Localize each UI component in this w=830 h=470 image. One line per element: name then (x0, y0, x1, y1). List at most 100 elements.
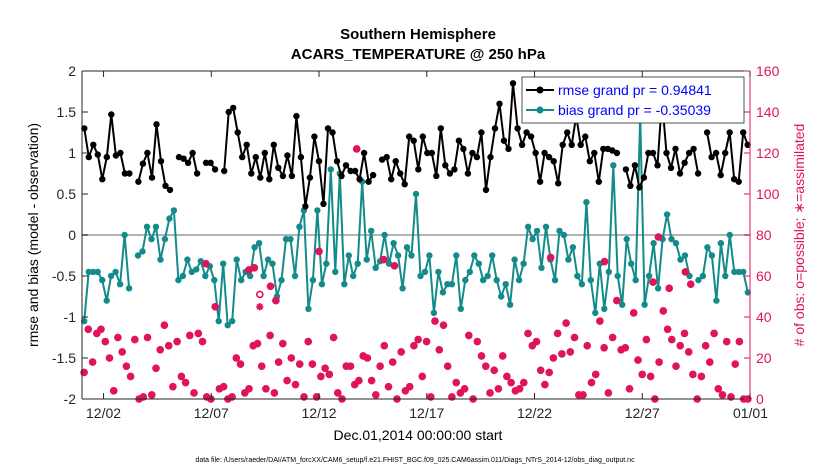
rmse-point (740, 129, 747, 136)
obs-assimilated-marker (702, 342, 710, 350)
bias-point (381, 231, 388, 239)
bias-point (412, 190, 420, 198)
obs-assimilated-marker (731, 360, 739, 368)
obs-assimilated-stroke (114, 334, 122, 341)
rmse-point (288, 172, 296, 180)
obs-assimilated-marker (664, 325, 672, 333)
obs-assimilated-stroke (296, 360, 303, 368)
bias-point (542, 223, 550, 230)
bias-point (583, 199, 590, 206)
x-tick-label: 12/22 (517, 405, 552, 421)
obs-assimilated-marker (380, 342, 388, 350)
rmse-point (442, 162, 449, 169)
obs-assimilated-marker (346, 362, 355, 370)
obs-assimilated-stroke (178, 373, 185, 380)
rmse-point (514, 125, 521, 132)
rmse-point (694, 170, 702, 177)
rmse-point (275, 164, 282, 171)
bias-point (565, 256, 572, 263)
rmse-point (424, 149, 431, 157)
bias-point (148, 235, 155, 243)
rmse-point (234, 129, 241, 136)
obs-assimilated-marker (131, 335, 139, 344)
obs-assimilated-stroke (233, 354, 240, 362)
obs-assimilated-marker (245, 266, 253, 274)
rmse-point (703, 129, 711, 136)
rmse-point (279, 172, 287, 180)
obs-assimilated-stroke (613, 297, 621, 304)
rmse-point (207, 159, 214, 166)
obs-assimilated-stroke (199, 338, 206, 345)
y2-tick-label: 160 (756, 63, 780, 79)
obs-assimilated-stroke (622, 344, 629, 351)
bias-point (605, 268, 612, 276)
rmse-point (722, 149, 729, 157)
bias-point (502, 281, 509, 288)
obs-assimilated-marker (439, 321, 448, 329)
obs-assimilated-stroke (148, 391, 156, 399)
obs-assimilated-stroke (106, 354, 113, 362)
obs-assimilated-stroke (609, 334, 616, 341)
obs-assimilated-stroke (182, 379, 189, 386)
bias-point (233, 256, 240, 263)
rmse-point (81, 125, 88, 132)
obs-assimilated-marker (296, 360, 304, 368)
rmse-point (221, 167, 228, 175)
obs-assimilated-stroke (262, 385, 270, 392)
rmse-point (577, 141, 584, 148)
rmse-point (415, 166, 422, 173)
obs-assimilated-stroke (304, 338, 312, 345)
rmse-point (239, 153, 246, 161)
rmse-point (225, 108, 232, 116)
obs-assimilated-marker (228, 393, 236, 401)
bias-point (515, 276, 523, 284)
obs-assimilated-stroke (347, 362, 354, 370)
rmse-point (564, 129, 571, 136)
bias-point (166, 215, 173, 222)
rmse-point (744, 141, 751, 148)
rmse-point (324, 125, 332, 132)
obs-assimilated-marker (241, 389, 249, 397)
obs-assimilated-stroke (431, 317, 439, 325)
rmse-point (302, 203, 309, 210)
rmse-point (735, 178, 742, 185)
rmse-point (460, 145, 467, 153)
footnote: data file: /Users/raeder/DAI/ATM_forcXX/… (195, 457, 635, 464)
obs-assimilated-stroke (85, 326, 92, 333)
rmse-point (144, 149, 151, 157)
bias-point (341, 281, 348, 288)
obs-assimilated-marker (600, 344, 608, 352)
bias-point (399, 285, 406, 292)
bias-point (484, 272, 491, 280)
rmse-point (676, 170, 684, 177)
bias-point (309, 276, 317, 284)
obs-assimilated-marker (625, 385, 634, 393)
obs-assimilated-marker (689, 370, 697, 378)
bias-point (323, 260, 330, 267)
obs-assimilated-marker (182, 379, 190, 387)
obs-assimilated-marker (384, 383, 393, 391)
obs-assimilated-stroke (381, 342, 388, 349)
obs-assimilated-marker (325, 370, 333, 378)
obs-assimilated-marker (89, 358, 97, 366)
rmse-point (505, 145, 512, 153)
obs-assimilated-stroke (503, 373, 511, 380)
obs-assimilated-marker (122, 362, 130, 370)
rmse-point (428, 149, 435, 157)
rmse-point (550, 158, 557, 165)
obs-assimilated-marker (642, 335, 650, 344)
y-tick-label: -2 (64, 391, 77, 407)
obs-assimilated-marker (275, 358, 283, 366)
bias-point (224, 322, 231, 329)
y2-tick-label: 20 (756, 350, 772, 366)
y2-tick-label: 0 (756, 391, 764, 407)
y2-tick-label: 80 (756, 227, 772, 243)
bias-point (578, 281, 586, 288)
rmse-point (369, 171, 377, 179)
obs-assimilated-marker (101, 338, 109, 346)
bias-point (332, 268, 339, 276)
bias-point (439, 289, 447, 296)
rmse-point (180, 155, 187, 162)
rmse-point (509, 80, 517, 87)
bias-point (139, 248, 146, 255)
